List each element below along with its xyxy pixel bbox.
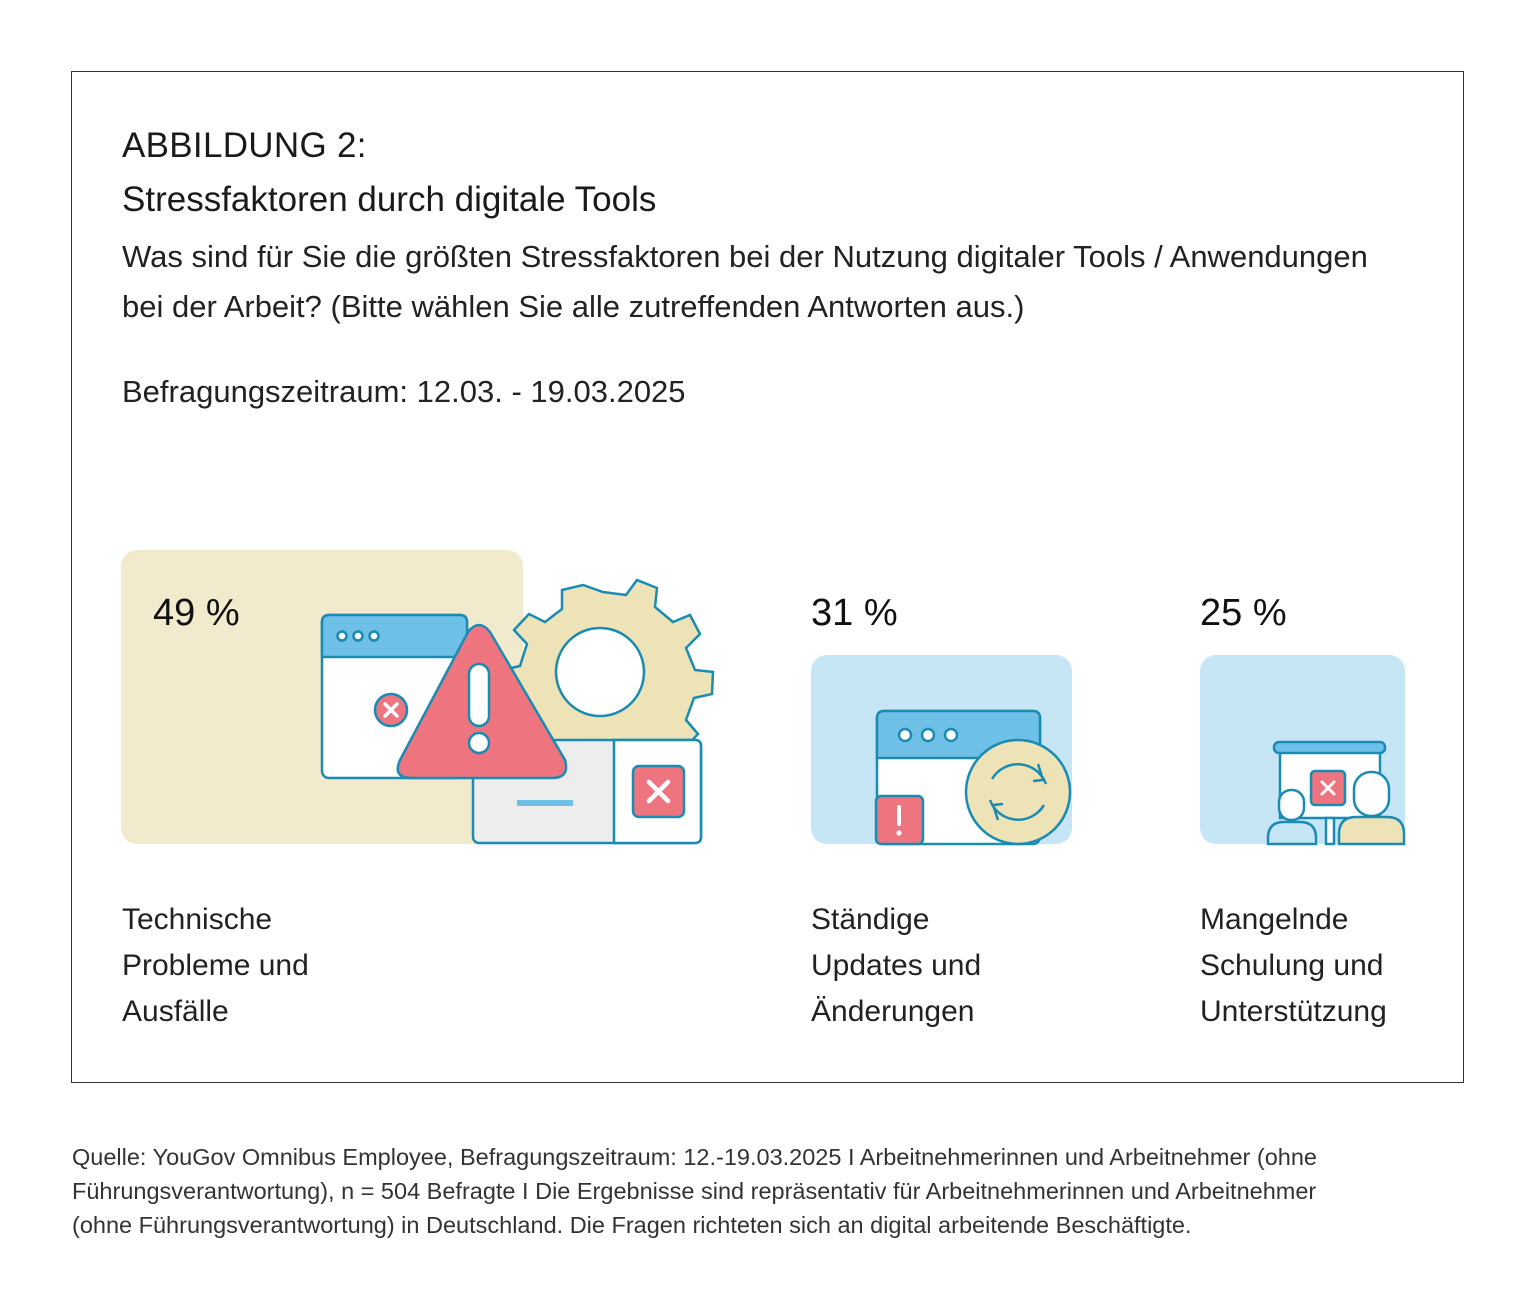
value-label-2: 31 % — [811, 592, 898, 634]
category-label-line: Updates und — [811, 949, 982, 982]
category-label-1: Technische Probleme und Ausfälle — [122, 897, 309, 1035]
category-label-line: Schulung und — [1200, 949, 1384, 982]
refresh-icon — [964, 738, 1072, 846]
category-label-line: Ständige — [811, 903, 930, 936]
source-line: Führungsverantwortung), n = 504 Befragte… — [72, 1178, 1317, 1204]
category-label-line: Technische — [122, 903, 273, 936]
source-note: Quelle: YouGov Omnibus Employee, Befragu… — [72, 1140, 1472, 1242]
category-label-3: Mangelnde Schulung und Unterstützung — [1200, 897, 1387, 1035]
panel-illustrations — [121, 550, 1406, 846]
warning-triangle-icon — [396, 623, 568, 780]
category-label-line: Unterstützung — [1200, 995, 1387, 1028]
source-line: Quelle: YouGov Omnibus Employee, Befragu… — [72, 1144, 1317, 1170]
person-icon — [1266, 788, 1318, 846]
category-label-2: Ständige Updates und Änderungen — [811, 897, 981, 1035]
category-label-line: Mangelnde — [1200, 903, 1349, 936]
gear-icon — [500, 578, 715, 781]
error-dialog-icon — [471, 738, 703, 845]
category-label-line: Änderungen — [811, 995, 975, 1028]
source-line: (ohne Führungsverantwortung) in Deutschl… — [72, 1212, 1192, 1238]
survey-question: Was sind für Sie die größten Stressfakto… — [122, 239, 1368, 324]
category-label-line: Probleme und — [122, 949, 309, 982]
value-label-1: 49 % — [153, 592, 240, 634]
figure-label: ABBILDUNG 2: — [122, 126, 367, 165]
survey-period: Befragungszeitraum: 12.03. - 19.03.2025 — [122, 374, 686, 409]
exclamation-badge-icon — [874, 794, 925, 846]
figure-title: Stressfaktoren durch digitale Tools — [122, 180, 657, 219]
value-label-3: 25 % — [1200, 592, 1287, 634]
person-icon — [1337, 770, 1406, 846]
category-label-line: Ausfälle — [122, 995, 229, 1028]
